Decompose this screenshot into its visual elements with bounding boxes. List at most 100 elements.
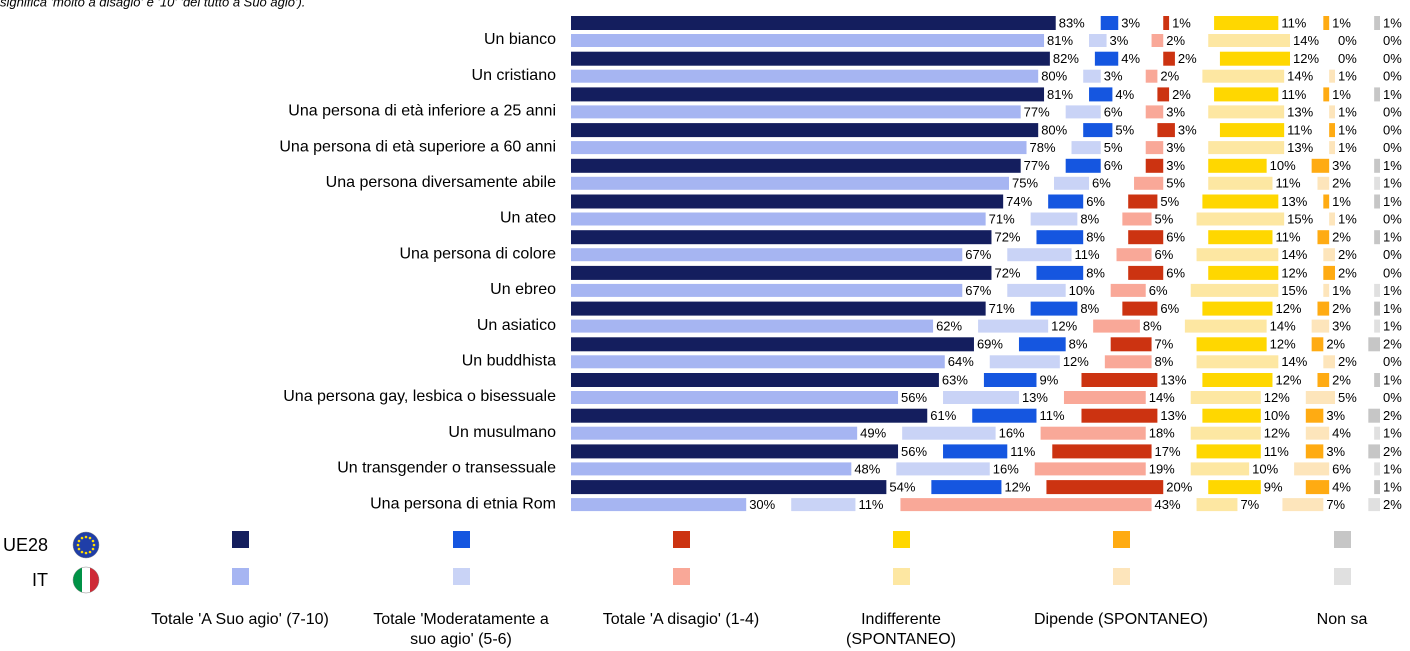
legend-swatch xyxy=(1334,531,1351,548)
bar-segment xyxy=(900,498,1152,512)
value-label: 2% xyxy=(1332,176,1351,191)
value-label: 14% xyxy=(1287,69,1313,84)
bar-segment xyxy=(1083,69,1101,83)
value-label: 2% xyxy=(1332,301,1351,316)
value-label: 4% xyxy=(1332,426,1351,441)
value-label: 1% xyxy=(1172,15,1191,30)
bar-segment xyxy=(1305,408,1324,423)
value-label: 8% xyxy=(1080,211,1099,226)
bar-segment xyxy=(1294,462,1330,476)
bar-segment xyxy=(571,408,928,423)
value-label: 1% xyxy=(1338,104,1357,119)
bar-segment xyxy=(571,426,858,440)
bar-segment xyxy=(1374,480,1380,495)
value-label: 30% xyxy=(749,497,775,512)
value-label: 72% xyxy=(994,265,1020,280)
value-label: 48% xyxy=(854,461,880,476)
bar-segment xyxy=(1046,480,1164,495)
bar-segment xyxy=(1323,194,1330,209)
value-label: 56% xyxy=(901,444,927,459)
value-label: 5% xyxy=(1338,390,1357,405)
value-label: 61% xyxy=(930,408,956,423)
value-label: 82% xyxy=(1053,51,1079,66)
bar-segment xyxy=(1214,87,1279,102)
bar-segment xyxy=(1089,34,1107,47)
legend-label: Indifferente (SPONTANEO) xyxy=(846,611,956,648)
bar-segment xyxy=(1040,426,1146,440)
value-label: 7% xyxy=(1155,337,1174,352)
value-label: 0% xyxy=(1383,69,1402,84)
bar-segment xyxy=(571,391,899,404)
value-label: 5% xyxy=(1104,140,1123,155)
bar-segment xyxy=(1282,498,1324,512)
bar-segment xyxy=(1374,462,1380,476)
legend-swatch xyxy=(1113,531,1130,548)
bar-segment xyxy=(1094,51,1119,66)
value-label: 11% xyxy=(1075,247,1100,262)
value-label: 8% xyxy=(1086,230,1105,245)
bar-segment xyxy=(571,265,992,280)
value-label: 12% xyxy=(1264,390,1290,405)
value-label: 6% xyxy=(1149,283,1168,298)
bar-segment xyxy=(1081,408,1158,423)
category-label: Un ebreo xyxy=(490,281,556,298)
bar-segment xyxy=(571,16,1056,30)
value-label: 3% xyxy=(1121,15,1140,30)
value-label: 10% xyxy=(1252,461,1278,476)
bar-segment xyxy=(1081,373,1158,387)
value-label: 19% xyxy=(1149,461,1175,476)
value-label: 1% xyxy=(1332,15,1351,30)
bar-segment xyxy=(943,391,1019,404)
bar-segment xyxy=(1083,123,1113,138)
bar-segment xyxy=(1202,408,1261,423)
bar-segment xyxy=(571,337,974,352)
value-label: 2% xyxy=(1383,497,1402,512)
bar-segment xyxy=(571,283,963,297)
value-label: 6% xyxy=(1332,461,1351,476)
bar-segment xyxy=(571,498,747,512)
bar-segment xyxy=(1145,141,1164,155)
value-label: 64% xyxy=(948,354,974,369)
bar-segment xyxy=(1219,123,1285,138)
value-label: 2% xyxy=(1160,69,1179,84)
legend-region: IT xyxy=(32,570,48,590)
bar-segment xyxy=(1063,391,1146,404)
legend-label: Non sa xyxy=(1316,611,1368,628)
bar-segment xyxy=(1034,462,1146,476)
value-label: 8% xyxy=(1086,265,1105,280)
value-label: 67% xyxy=(965,247,991,262)
value-label: 11% xyxy=(1287,123,1312,138)
value-label: 0% xyxy=(1383,33,1402,48)
value-label: 3% xyxy=(1326,408,1345,423)
value-label: 4% xyxy=(1121,51,1140,66)
value-label: 2% xyxy=(1332,372,1351,387)
bar-segment xyxy=(1163,16,1170,30)
legend-label: Dipende (SPONTANEO) xyxy=(1034,611,1208,628)
value-label: 0% xyxy=(1383,211,1402,226)
value-label: 15% xyxy=(1287,211,1313,226)
value-label: 49% xyxy=(860,426,886,441)
value-label: 10% xyxy=(1264,408,1290,423)
category-label: Un transgender o transessuale xyxy=(337,460,556,477)
value-label: 0% xyxy=(1383,51,1402,66)
bar-segment xyxy=(571,194,1004,209)
bar-segment xyxy=(1089,87,1113,102)
value-label: 72% xyxy=(994,230,1020,245)
legend-region: UE28 xyxy=(3,535,48,555)
bar-segment xyxy=(571,319,934,333)
bar-segment xyxy=(896,462,990,476)
value-label: 80% xyxy=(1041,69,1067,84)
value-label: 2% xyxy=(1338,265,1357,280)
bar-segment xyxy=(1317,373,1330,387)
bar-segment xyxy=(1317,301,1330,316)
bar-segment xyxy=(1374,230,1380,245)
bar-segment xyxy=(571,212,986,226)
value-label: 1% xyxy=(1338,140,1357,155)
legend-swatch xyxy=(673,568,690,585)
bar-segment xyxy=(1311,158,1330,173)
value-label: 13% xyxy=(1281,194,1307,209)
bar-segment xyxy=(1157,123,1175,138)
value-label: 4% xyxy=(1115,87,1134,102)
value-label: 2% xyxy=(1383,408,1402,423)
bar-segment xyxy=(1052,444,1152,459)
